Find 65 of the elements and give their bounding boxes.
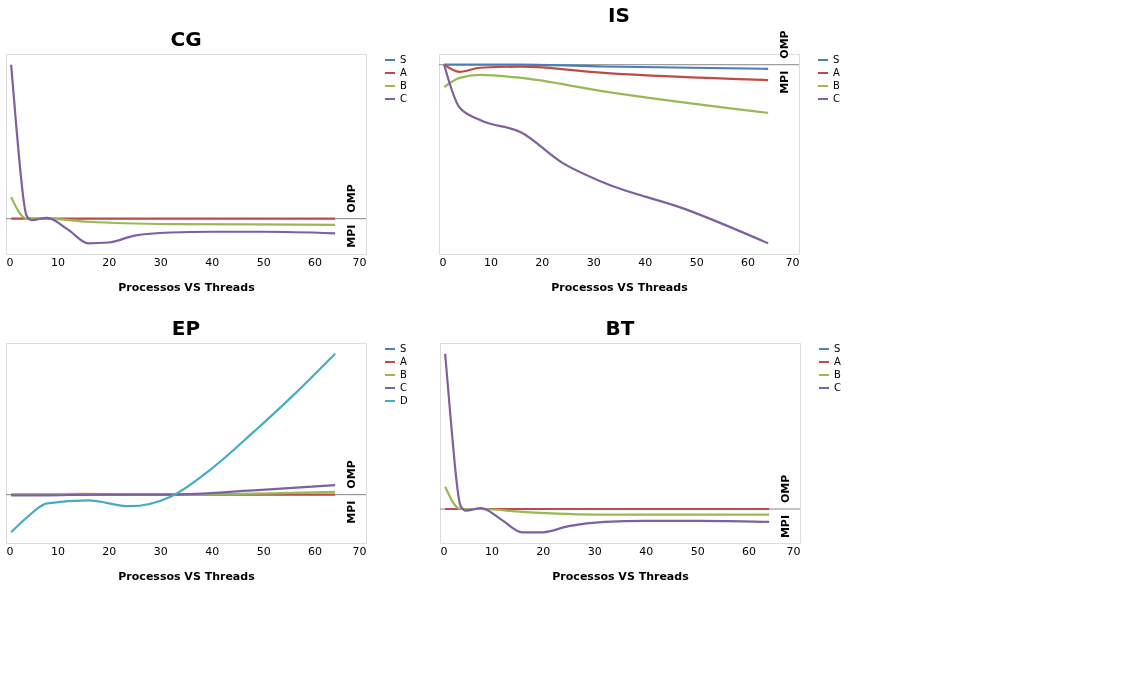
legend-label: A — [833, 67, 840, 78]
legend-label: A — [400, 67, 407, 78]
legend-label: A — [400, 356, 407, 367]
x-tick-label: 10 — [483, 255, 498, 269]
legend-label: B — [834, 369, 841, 380]
x-tick-label: 60 — [742, 544, 757, 558]
legend-label: C — [400, 93, 407, 104]
x-tick-label: 50 — [256, 255, 271, 269]
x-tick-label: 60 — [741, 255, 756, 269]
x-tick-label: 50 — [256, 544, 271, 558]
chart-title: IS — [608, 3, 630, 28]
legend-label: S — [833, 54, 840, 65]
annotation: OMP — [778, 474, 792, 503]
annotation: MPI — [778, 514, 792, 539]
x-tick-label: 30 — [153, 544, 168, 558]
x-tick-label: 40 — [638, 255, 653, 269]
x-tick-label: 70 — [785, 255, 800, 269]
x-tick-label: 30 — [586, 255, 601, 269]
x-tick-label: 30 — [153, 255, 168, 269]
annotation: MPI — [344, 500, 358, 524]
x-axis-title: Processos VS Threads — [118, 280, 256, 294]
x-tick-label: 0 — [6, 544, 14, 558]
x-tick-label: 0 — [439, 255, 447, 269]
annotation: MPI — [344, 224, 358, 248]
text: OMP — [777, 30, 791, 59]
x-tick-label: 70 — [786, 544, 801, 558]
legend-label: C — [400, 382, 407, 393]
annotation: OMP — [344, 460, 358, 489]
x-tick-label: 20 — [535, 255, 550, 269]
x-tick-label: 0 — [6, 255, 14, 269]
legend-label: B — [400, 369, 407, 380]
annotation: MPI — [777, 70, 791, 94]
x-tick-label: 10 — [50, 544, 65, 558]
annotation: OMP — [344, 184, 358, 213]
x-tick-label: 40 — [205, 255, 220, 269]
x-tick-label: 10 — [50, 255, 65, 269]
chart-title: CG — [170, 27, 202, 51]
legend-label: D — [400, 395, 408, 406]
x-tick-label: 70 — [352, 255, 367, 269]
x-tick-label: 50 — [690, 544, 705, 558]
legend-label: S — [400, 343, 407, 354]
x-tick-label: 60 — [308, 255, 323, 269]
x-tick-label: 50 — [689, 255, 704, 269]
x-tick-label: 20 — [102, 544, 117, 558]
legend-label: B — [400, 80, 407, 91]
chart-title: BT — [605, 316, 635, 340]
x-axis-title: Processos VS Threads — [551, 280, 689, 294]
x-tick-label: 40 — [205, 544, 220, 558]
legend-label: S — [834, 343, 841, 354]
legend-label: A — [834, 356, 841, 367]
x-axis-title: Processos VS Threads — [552, 569, 690, 583]
x-tick-label: 60 — [308, 544, 323, 558]
x-tick-label: 20 — [536, 544, 551, 558]
x-axis-title: Processos VS Threads — [118, 569, 256, 583]
x-tick-label: 10 — [484, 544, 499, 558]
chart-title: EP — [171, 316, 201, 340]
x-tick-label: 20 — [102, 255, 117, 269]
x-tick-label: 40 — [639, 544, 654, 558]
x-tick-label: 0 — [440, 544, 448, 558]
legend-label: C — [833, 93, 840, 104]
x-tick-label: 70 — [352, 544, 367, 558]
legend-label: B — [833, 80, 840, 91]
legend-label: C — [834, 382, 841, 393]
legend-label: S — [400, 54, 407, 65]
x-tick-label: 30 — [587, 544, 602, 558]
